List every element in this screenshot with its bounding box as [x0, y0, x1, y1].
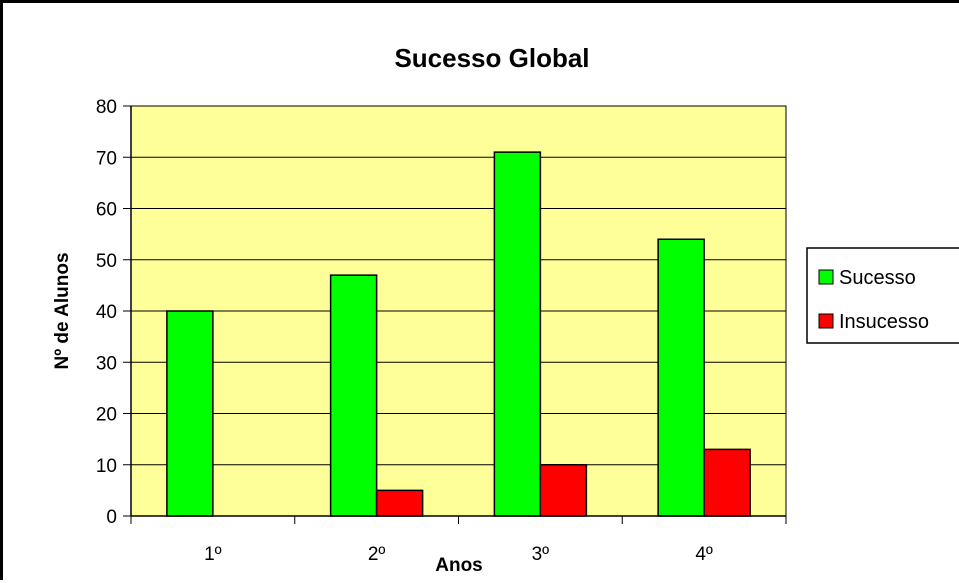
- bars: [166, 151, 751, 517]
- y-tick-label: 80: [96, 97, 117, 118]
- bar-sucesso-2: [329, 274, 378, 517]
- x-tick-label: 2º: [368, 544, 386, 565]
- x-tick-label: 3º: [532, 544, 550, 565]
- y-tick-label: 10: [96, 456, 117, 477]
- y-axis: 0 10 20 30 40 50 60 70 80: [96, 97, 132, 528]
- chart-title: Sucesso Global: [394, 43, 589, 73]
- x-axis-title: Anos: [435, 555, 483, 576]
- bar-insucesso-2: [375, 489, 424, 517]
- y-tick-label: 70: [96, 148, 117, 169]
- legend-items: Sucesso Insucesso: [818, 267, 929, 333]
- bar-chart: Sucesso Global 0 10 20 30 40 50 60 70 80 1º 2º 3º 4…: [52, 43, 959, 576]
- y-axis-title: Nº de Alunos: [52, 252, 73, 369]
- bar-insucesso-4: [703, 448, 751, 517]
- x-tick-label: 4º: [695, 544, 713, 565]
- legend-swatch-insucesso: [818, 313, 834, 329]
- legend: Sucesso Insucesso: [806, 247, 959, 344]
- y-tick-label: 30: [96, 353, 117, 374]
- legend-label-sucesso: Sucesso: [839, 267, 916, 289]
- y-tick-label: 40: [96, 302, 117, 323]
- x-tick-label: 1º: [204, 544, 222, 565]
- y-tick-label: 0: [106, 507, 117, 528]
- x-axis: 1º 2º 3º 4º: [130, 515, 787, 565]
- y-tick-label: 60: [96, 200, 117, 221]
- bar-sucesso-4: [657, 238, 705, 517]
- legend-label-insucesso: Insucesso: [839, 311, 929, 333]
- legend-swatch-sucesso: [818, 269, 834, 285]
- y-tick-label: 20: [96, 405, 117, 426]
- bar-sucesso-3: [493, 151, 542, 517]
- bar-insucesso-3: [539, 464, 588, 517]
- y-tick-label: 50: [96, 251, 117, 272]
- bar-sucesso-1: [166, 310, 214, 517]
